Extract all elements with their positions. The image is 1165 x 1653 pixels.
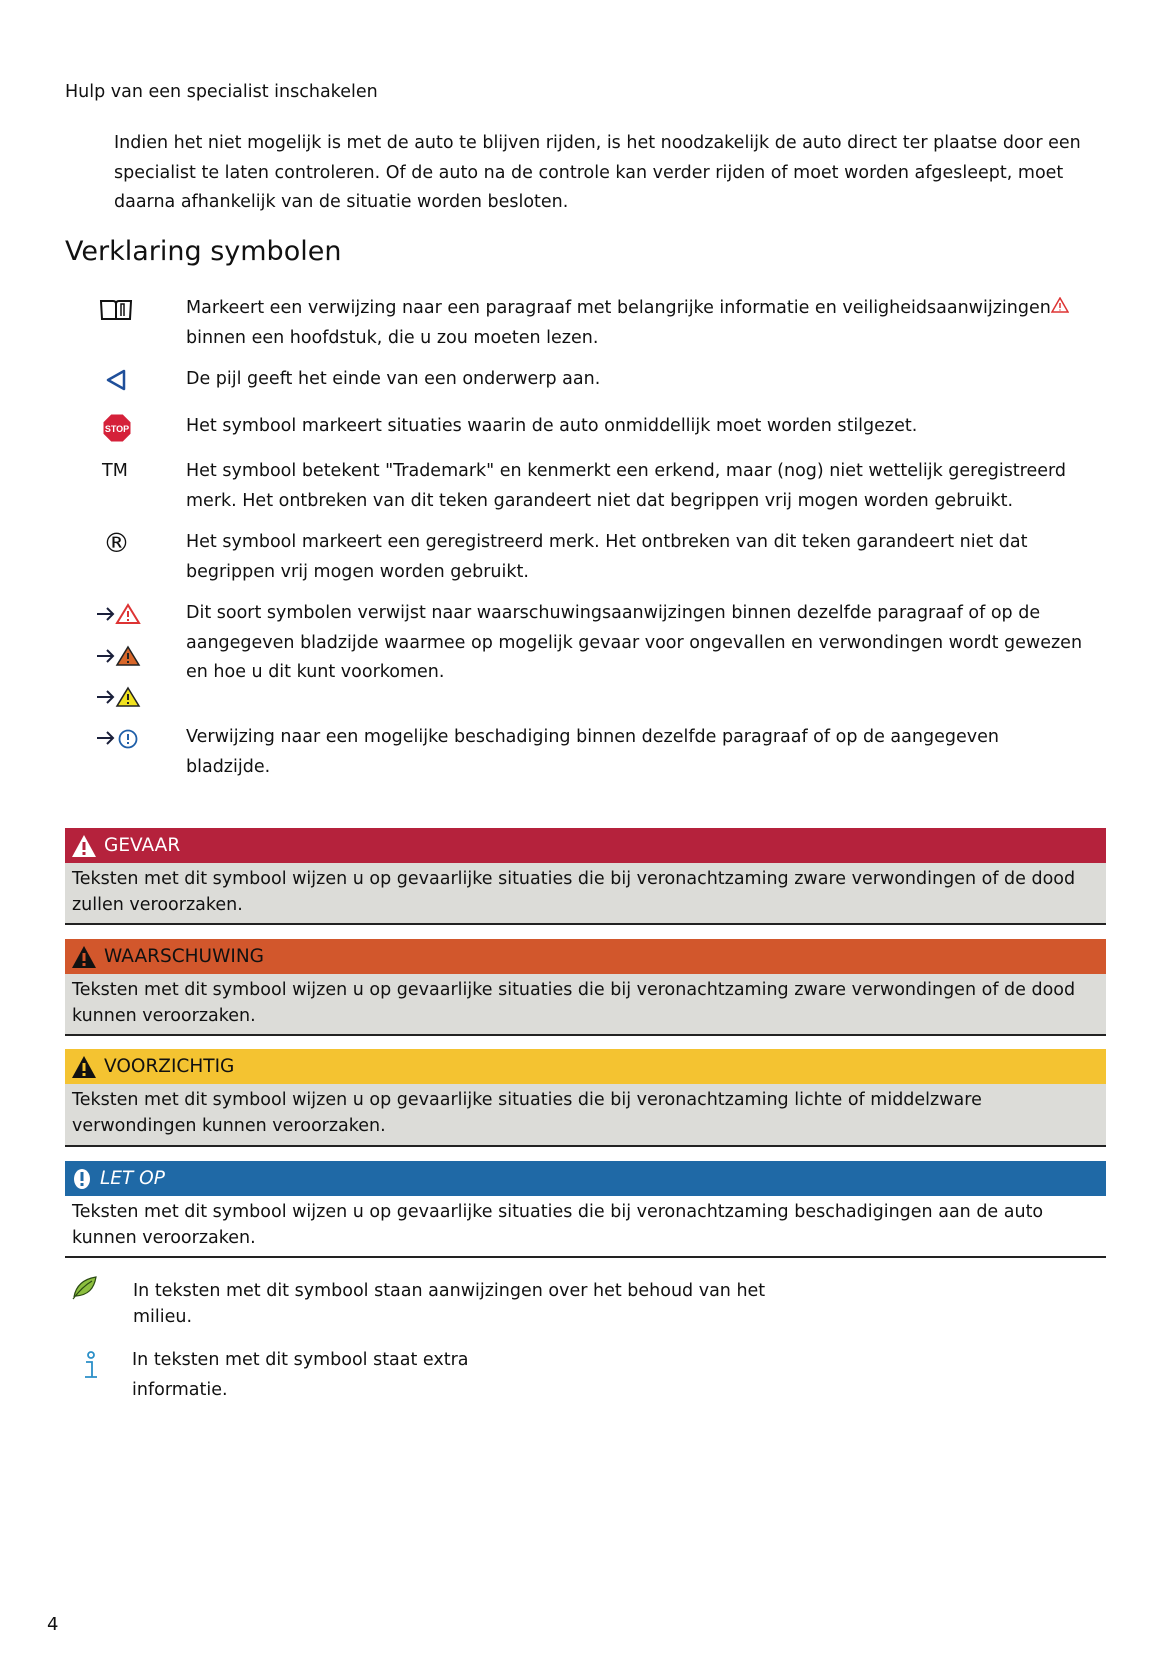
paragraph-line: Indien het niet mogelijk is met de auto … [114, 133, 1081, 153]
leaf-icon [70, 1275, 98, 1301]
svg-text:STOP: STOP [105, 424, 129, 434]
symbol-description: Het symbool markeert een geregistreerd m… [186, 528, 1027, 587]
section-paragraph: Indien het niet mogelijk is met de auto … [114, 129, 1081, 218]
symbol-description: Het symbool betekent "Trademark" en kenm… [186, 457, 1066, 516]
page-number: 4 [47, 1614, 59, 1635]
stop-sign-icon: STOP [102, 413, 132, 443]
danger-notice: Teksten met dit symbool wijzen u op geva… [65, 863, 1106, 925]
exclamation-circle-icon [74, 1168, 90, 1189]
info-text: In teksten met dit symbool staat extra i… [132, 1346, 469, 1405]
description-line: aangegeven bladzijde waarmee op mogelijk… [186, 632, 1083, 653]
end-arrow-icon [104, 368, 128, 392]
description-line: Het symbool markeert een geregistreerd m… [186, 532, 1028, 552]
description-line: en hoe u dit kunt voorkomen. [186, 662, 445, 682]
description-line: Verwijzing naar een mogelijke beschadigi… [186, 727, 999, 747]
description-line: bladzijde. [186, 756, 271, 777]
book-icon [98, 297, 134, 321]
warning-triangle-icon [1050, 296, 1070, 313]
registered-icon: ® [103, 528, 130, 559]
notice-body: Teksten met dit symbool wijzen u op geva… [65, 1196, 1106, 1258]
warning-reference-orange-icon [95, 645, 141, 667]
paragraph-line: specialist te laten controleren. Of de a… [114, 162, 1064, 183]
notice-text: Teksten met dit symbool wijzen u op geva… [72, 980, 1076, 1026]
description-line: Markeert een verwijzing naar een paragra… [186, 298, 1051, 318]
warning-label: WAARSCHUWING [104, 946, 264, 967]
symbol-description: De pijl geeft het einde van een onderwer… [186, 369, 601, 389]
caution-notice: Teksten met dit symbool wijzen u op geva… [65, 1084, 1106, 1147]
caution-label: VOORZICHTIG [104, 1056, 235, 1077]
notice-text: Teksten met dit symbool wijzen u op geva… [72, 1202, 1044, 1248]
environment-text: In teksten met dit symbool staan aanwijz… [133, 1279, 765, 1330]
warning-notice: Teksten met dit symbool wijzen u op geva… [65, 974, 1106, 1036]
symbol-description: Markeert een verwijzing naar een paragra… [186, 294, 1070, 353]
text-line: milieu. [133, 1306, 193, 1327]
paragraph-line: daarna afhankelijk van de situatie worde… [114, 192, 569, 212]
notice-label: LET OP [100, 1168, 165, 1189]
description-line: begrippen vrij mogen worden gebruikt. [186, 561, 529, 582]
damage-reference-icon [95, 727, 141, 749]
symbol-description: Verwijzing naar een mogelijke beschadigi… [186, 723, 999, 782]
warning-reference-yellow-icon [95, 686, 141, 708]
danger-label: GEVAAR [104, 835, 181, 856]
description-line: merk. Het ontbreken van dit teken garand… [186, 490, 1014, 511]
danger-banner: GEVAAR [65, 828, 1106, 863]
text-line: In teksten met dit symbool staan aanwijz… [133, 1281, 766, 1301]
warning-triangle-icon [72, 1055, 96, 1078]
notice-text: Teksten met dit symbool wijzen u op geva… [72, 869, 1076, 915]
description-line: Dit soort symbolen verwijst naar waarsch… [186, 603, 1041, 623]
section-heading: Hulp van een specialist inschakelen [65, 82, 378, 102]
notice-text: Teksten met dit symbool wijzen u op geva… [72, 1090, 982, 1136]
page-title: Verklaring symbolen [65, 236, 342, 267]
warning-reference-red-icon [95, 603, 141, 625]
text-line: In teksten met dit symbool staat extra [132, 1350, 469, 1370]
description-line: binnen een hoofdstuk, die u zou moeten l… [186, 327, 599, 348]
warning-triangle-icon [72, 834, 96, 857]
warning-banner: WAARSCHUWING [65, 939, 1106, 974]
trademark-icon: TM [102, 461, 128, 481]
notice-banner: LET OP [65, 1161, 1106, 1196]
caution-banner: VOORZICHTIG [65, 1049, 1106, 1084]
info-icon [80, 1350, 102, 1382]
symbol-description: Dit soort symbolen verwijst naar waarsch… [186, 599, 1082, 688]
warning-triangle-icon [72, 945, 96, 968]
description-line: Het symbool betekent "Trademark" en kenm… [186, 461, 1067, 481]
symbol-description: Het symbool markeert situaties waarin de… [186, 416, 918, 436]
text-line: informatie. [132, 1379, 228, 1400]
